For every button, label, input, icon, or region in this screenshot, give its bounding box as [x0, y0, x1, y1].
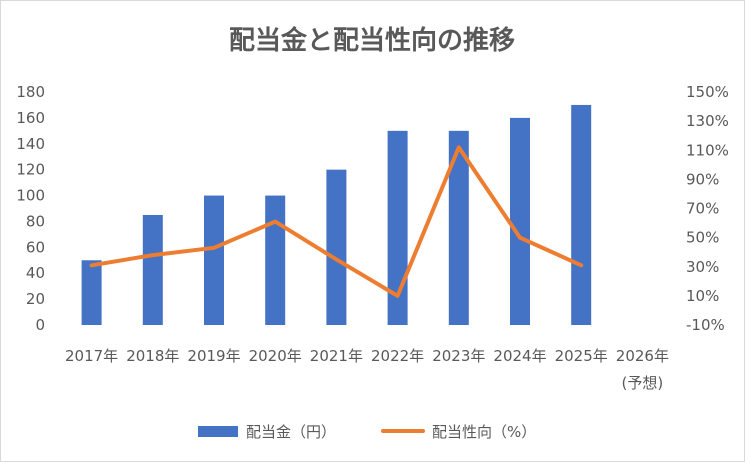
x-tick-label: 2020年	[249, 347, 302, 365]
y-left-tick-label: 120	[16, 161, 45, 179]
y-right-tick-label: 110%	[686, 141, 729, 159]
x-tick-label: 2019年	[187, 347, 240, 365]
y-right-tick-label: 90%	[686, 170, 719, 188]
series-line	[89, 145, 584, 298]
x-tick-label: 2022年	[371, 347, 424, 365]
bar-series	[81, 104, 592, 325]
y-right-tick-label: 150%	[686, 83, 729, 101]
right-axis: -10% 10% 30% 50% 70% 90% 110% 130% 150%	[686, 83, 729, 334]
x-tick-label: 2026年	[616, 347, 669, 365]
bar	[265, 195, 286, 325]
bar	[326, 169, 347, 325]
x-tick-label: 2017年	[65, 347, 118, 365]
x-tick-sublabel: (予想)	[622, 374, 664, 392]
y-right-tick-label: 30%	[686, 258, 719, 276]
chart-title: 配当金と配当性向の推移	[229, 25, 515, 56]
y-left-tick-label: 0	[35, 316, 45, 334]
legend: 配当金（円） 配当性向（%）	[198, 423, 536, 441]
y-right-tick-label: 70%	[686, 200, 719, 218]
bar	[387, 130, 408, 325]
x-tick-label: 2023年	[432, 347, 485, 365]
y-left-tick-label: 180	[16, 83, 45, 101]
legend-label-bar: 配当金（円）	[246, 423, 336, 441]
line-series	[89, 145, 584, 298]
y-left-tick-label: 100	[16, 187, 45, 205]
legend-swatch-bar	[198, 426, 238, 437]
x-tick-label: 2021年	[310, 347, 363, 365]
y-left-tick-label: 80	[26, 212, 45, 230]
x-tick-label: 2018年	[126, 347, 179, 365]
legend-label-line: 配当性向（%）	[432, 423, 536, 441]
y-left-tick-label: 60	[26, 238, 45, 256]
x-tick-label: 2024年	[493, 347, 546, 365]
y-left-tick-label: 40	[26, 264, 45, 282]
y-right-tick-label: 130%	[686, 112, 729, 130]
bar	[448, 130, 469, 325]
x-axis: 2017年 2018年 2019年 2020年 2021年 2022年 2023年 2024年…	[65, 347, 669, 392]
y-left-tick-label: 20	[26, 290, 45, 308]
y-left-tick-label: 140	[16, 135, 45, 153]
left-axis: 0 20 40 60 80 100 120 140 160 180	[16, 83, 45, 334]
x-tick-label: 2025年	[555, 347, 608, 365]
bar	[571, 104, 592, 325]
y-right-tick-label: -10%	[686, 316, 725, 334]
bar	[81, 260, 102, 325]
bar	[204, 195, 224, 325]
bar	[142, 214, 163, 325]
y-right-tick-label: 10%	[686, 287, 719, 305]
bar	[510, 117, 530, 325]
y-left-tick-label: 160	[16, 109, 45, 127]
y-right-tick-label: 50%	[686, 229, 719, 247]
